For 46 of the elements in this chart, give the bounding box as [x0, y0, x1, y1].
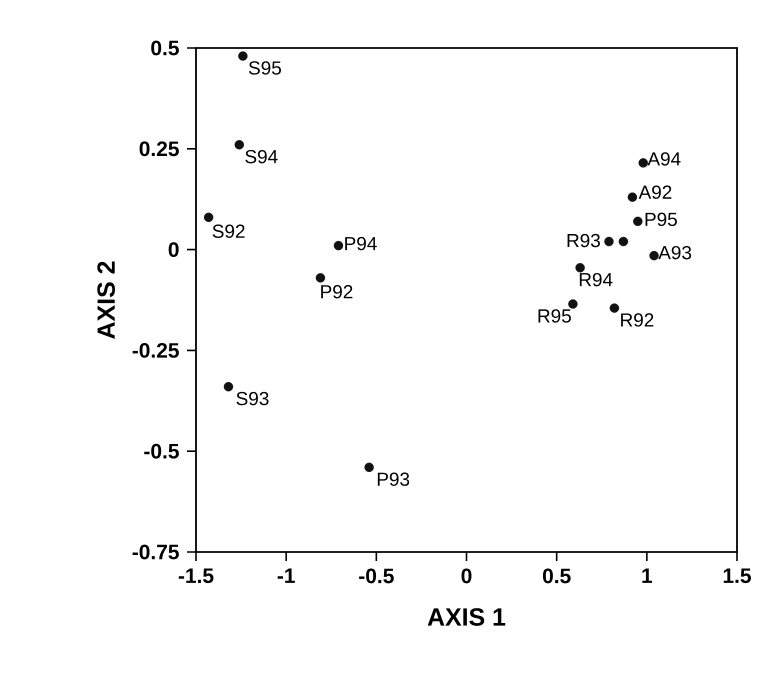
y-axis-title: AXIS 2	[97, 262, 115, 339]
point	[628, 192, 638, 202]
y-tick-label: -0.5	[144, 444, 179, 459]
annotation: A93	[658, 246, 692, 260]
point	[224, 382, 234, 392]
point	[204, 212, 214, 222]
point	[575, 263, 585, 272]
x-tick-label: -1.5	[178, 568, 214, 584]
point	[618, 236, 628, 246]
point	[604, 236, 614, 246]
x-tick-label: 1.5	[724, 568, 751, 584]
point	[364, 462, 374, 472]
x-tick-label: 0	[462, 568, 472, 584]
annotation: A94	[647, 152, 681, 166]
point	[234, 140, 244, 150]
annotation: S94	[245, 150, 278, 164]
x-tick-label: 1	[642, 568, 652, 583]
annotation: A92	[638, 185, 672, 199]
annotation: R92	[621, 313, 654, 327]
annotation: S93	[236, 392, 268, 406]
y-tick-label: -0.75	[132, 544, 179, 560]
point	[633, 216, 643, 226]
point	[238, 51, 248, 61]
point	[568, 299, 578, 309]
x-tick-label: -0.5	[359, 568, 394, 584]
point	[316, 273, 326, 283]
annotation: R94	[580, 272, 612, 286]
annotation: P95	[646, 212, 677, 226]
point	[610, 303, 620, 313]
point	[334, 240, 344, 250]
point	[649, 250, 659, 260]
annotation: P92	[321, 285, 352, 298]
y-tick-label: -0.25	[132, 342, 179, 358]
annotation: P94	[345, 236, 377, 250]
annotation: R93	[568, 234, 600, 248]
x-axis-title: AXIS 1	[428, 608, 506, 626]
point	[638, 158, 648, 168]
x-tick-label: 0.5	[542, 568, 571, 584]
annotation: P93	[378, 472, 410, 486]
annotation: R95	[538, 309, 571, 323]
y-tick-label: 0.5	[151, 40, 179, 56]
annotation: S92	[212, 224, 245, 238]
y-tick-label: 0.25	[140, 141, 179, 156]
y-tick-label: 0	[168, 242, 179, 258]
annotation: S95	[248, 61, 281, 75]
x-tick-label: -1	[278, 568, 295, 583]
